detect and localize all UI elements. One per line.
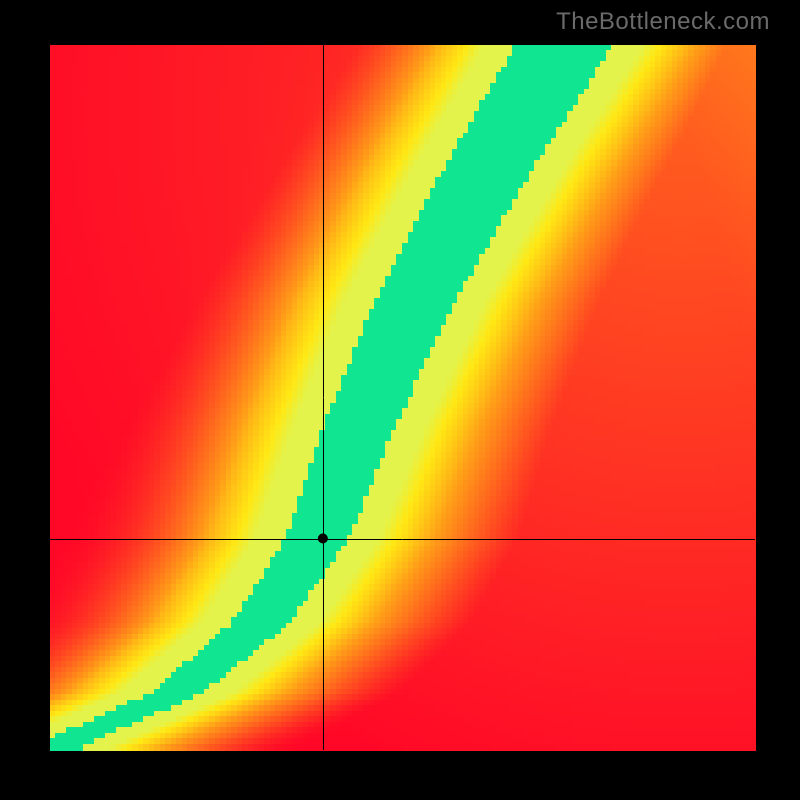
heatmap-canvas (0, 0, 800, 800)
watermark-text: TheBottleneck.com (556, 8, 770, 36)
chart-container: { "watermark": { "text": "TheBottleneck.… (0, 0, 800, 800)
